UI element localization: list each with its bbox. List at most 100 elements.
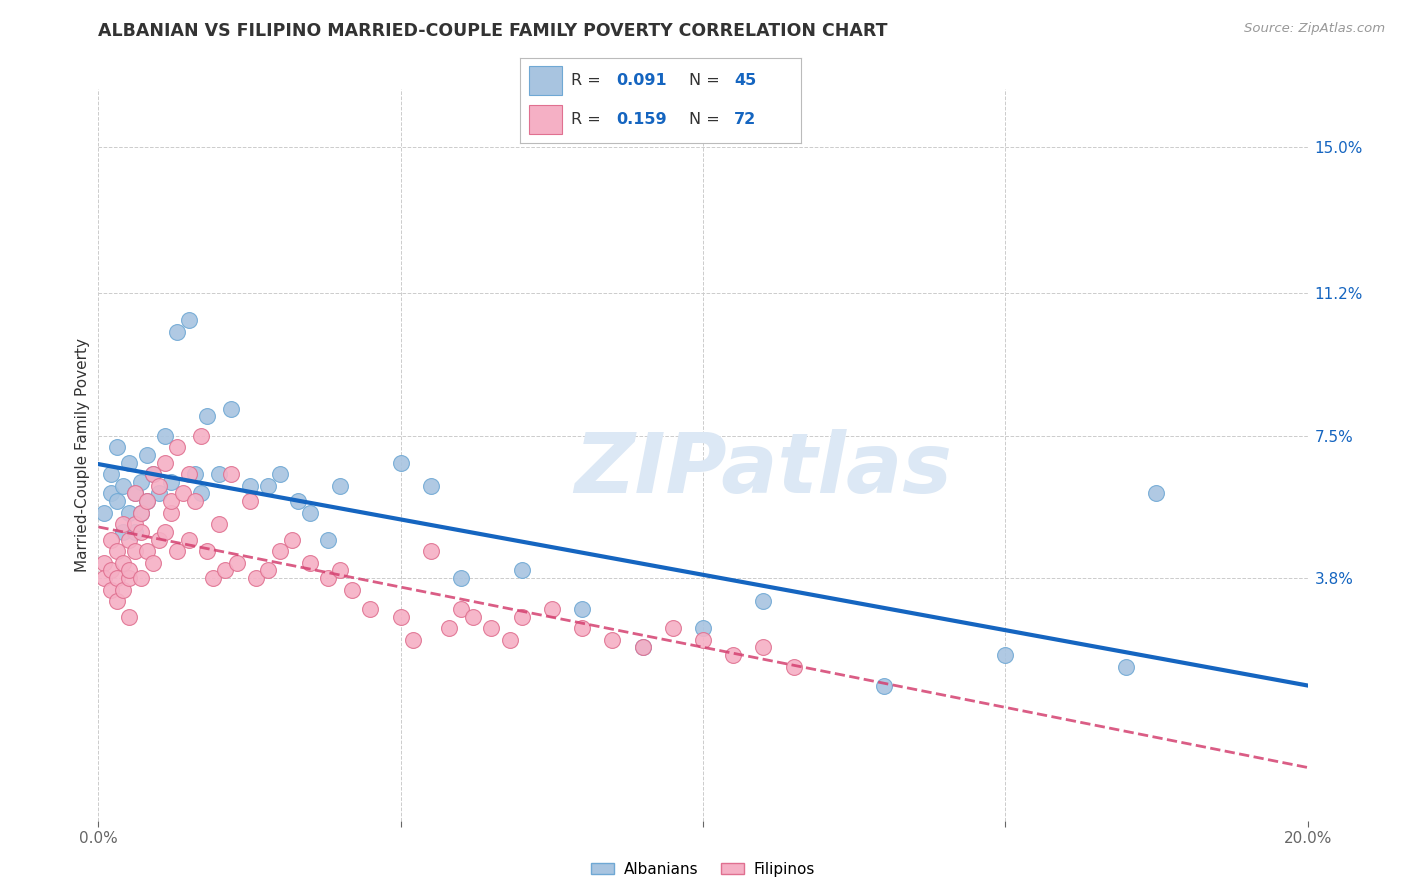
Point [239,494,262,508]
Point [1144,486,1167,500]
Point [631,640,654,655]
Point [190,486,212,500]
Point [118,533,141,547]
Point [269,467,291,482]
Point [195,409,218,424]
Point [281,533,304,547]
Point [111,517,134,532]
Point [360,602,382,616]
Point [994,648,1017,662]
Point [135,494,157,508]
Point [111,524,134,539]
Point [602,632,624,647]
Point [135,544,157,558]
Point [105,440,128,454]
Point [221,401,243,416]
Point [437,621,460,635]
Point [118,563,141,577]
Text: 72: 72 [734,112,756,128]
Point [124,486,146,500]
Point [463,609,485,624]
Point [389,609,412,624]
Point [571,621,593,635]
Point [783,659,806,673]
Point [662,621,685,635]
Point [184,494,207,508]
Point [153,524,176,539]
Point [124,486,146,500]
Point [129,524,152,539]
Point [166,544,188,558]
Point [124,517,146,532]
Point [160,494,183,508]
Text: 45: 45 [734,73,756,88]
Bar [529,67,562,95]
Point [692,621,714,635]
Point [100,582,122,597]
Point [118,571,141,585]
Text: R =: R = [571,73,600,88]
Point [752,640,775,655]
Point [214,563,236,577]
Point [329,563,352,577]
Point [124,544,146,558]
Point [118,609,141,624]
Point [498,632,520,647]
Point [208,467,231,482]
Point [692,632,714,647]
Point [135,494,157,508]
Point [142,467,165,482]
Point [208,517,231,532]
Point [329,479,352,493]
Text: R =: R = [571,112,600,128]
Point [105,544,128,558]
Text: Source: ZipAtlas.com: Source: ZipAtlas.com [1244,22,1385,36]
Point [269,544,291,558]
Point [142,467,165,482]
Point [118,506,141,520]
Point [166,325,188,339]
Point [111,582,134,597]
Text: 0.159: 0.159 [616,112,666,128]
Point [135,448,157,462]
Point [129,571,152,585]
Text: N =: N = [689,112,720,128]
Point [256,563,278,577]
Point [510,609,533,624]
Point [166,440,188,454]
Point [256,479,278,493]
Point [100,563,122,577]
Point [100,467,122,482]
Point [172,486,194,500]
Point [118,456,141,470]
Point [226,556,249,570]
Point [148,533,170,547]
Point [239,479,262,493]
Point [179,533,201,547]
Point [100,533,122,547]
Bar [529,105,562,134]
Point [450,571,472,585]
Point [93,506,115,520]
Point [402,632,425,647]
Text: 0.091: 0.091 [616,73,666,88]
Point [184,467,207,482]
Point [571,602,593,616]
Point [287,494,309,508]
Point [105,494,128,508]
Point [111,479,134,493]
Point [299,556,322,570]
Point [631,640,654,655]
Point [179,313,201,327]
Point [245,571,267,585]
Point [481,621,503,635]
Point [105,594,128,608]
Point [316,533,339,547]
Point [129,506,152,520]
Y-axis label: Married-Couple Family Poverty: Married-Couple Family Poverty [75,338,90,572]
Point [752,594,775,608]
Point [342,582,364,597]
Point [160,475,183,489]
Text: ALBANIAN VS FILIPINO MARRIED-COUPLE FAMILY POVERTY CORRELATION CHART: ALBANIAN VS FILIPINO MARRIED-COUPLE FAMI… [98,22,889,40]
Point [148,479,170,493]
